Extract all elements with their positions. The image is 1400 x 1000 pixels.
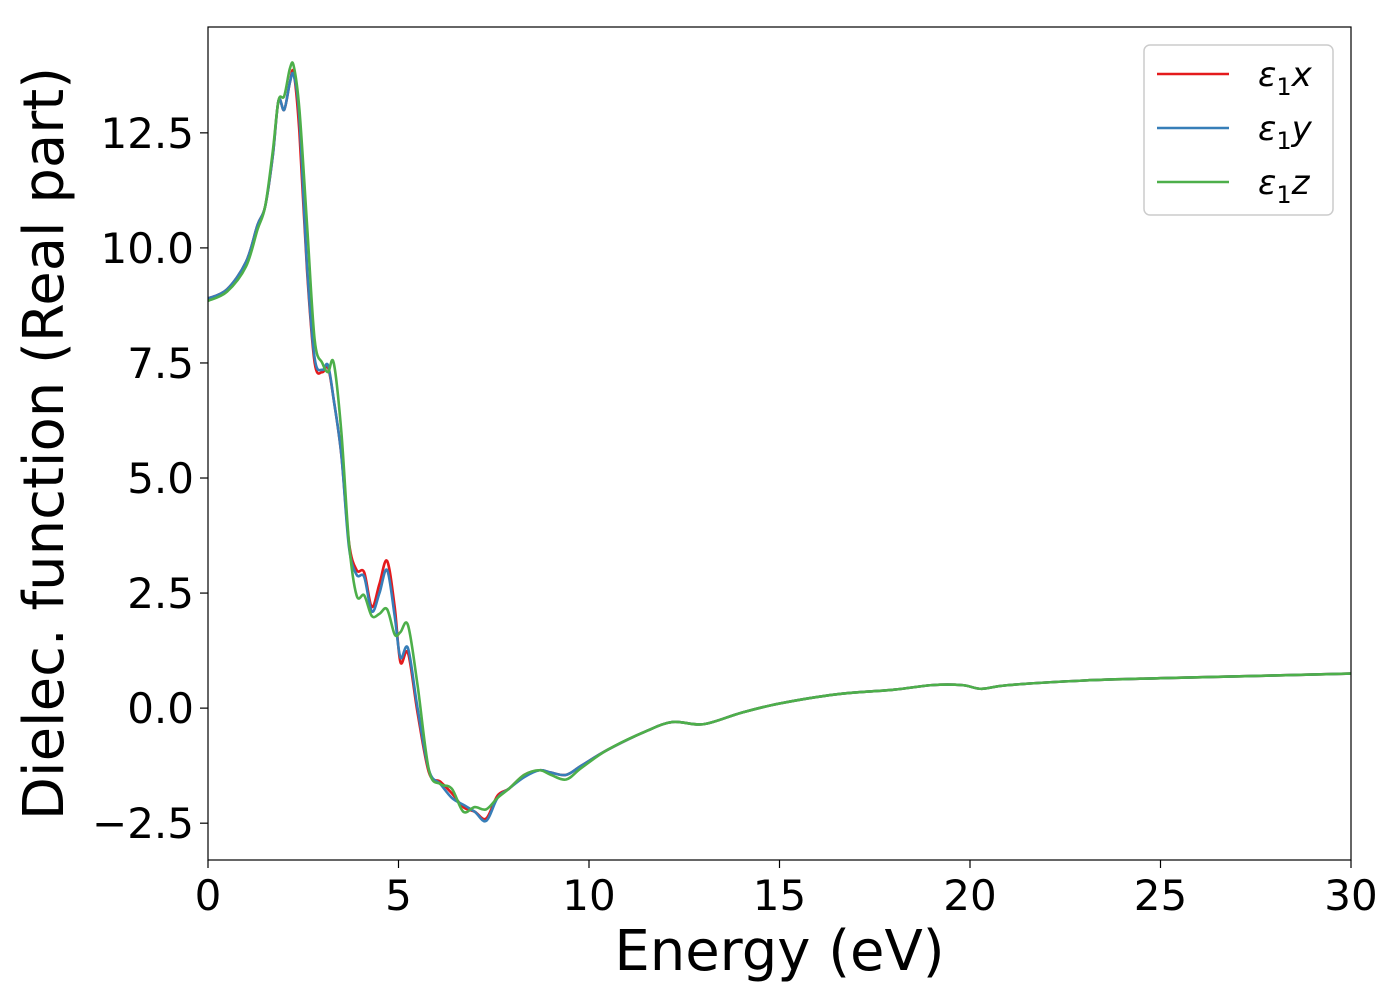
legend-variable: z: [1291, 163, 1311, 203]
x-axis: 0 5 10 15 20 25 30: [195, 860, 1378, 920]
y-tick-label: 12.5: [100, 109, 194, 158]
y-tick-label: 7.5: [127, 339, 194, 388]
y-tick-label: 2.5: [127, 569, 194, 618]
x-tick-label: 15: [753, 871, 806, 920]
legend-subscript: 1: [1276, 127, 1291, 155]
x-tick-label: 20: [943, 871, 996, 920]
legend-symbol: ε: [1258, 163, 1276, 203]
legend-label-y: ε1y: [1258, 109, 1313, 155]
y-tick-label: −2.5: [92, 799, 194, 848]
legend-label-z: ε1z: [1258, 163, 1311, 209]
x-tick-label: 25: [1134, 871, 1187, 920]
y-axis: −2.5 0.0 2.5 5.0 7.5 10.0 12.5: [92, 109, 208, 848]
legend-variable: y: [1291, 109, 1313, 149]
x-axis-label: Energy (eV): [614, 919, 944, 984]
x-tick-label: 30: [1324, 871, 1377, 920]
y-tick-label: 5.0: [127, 454, 194, 503]
legend-subscript: 1: [1276, 73, 1291, 101]
legend-subscript: 1: [1276, 181, 1291, 209]
y-axis-label: Dielec. function (Real part): [12, 67, 77, 820]
x-tick-label: 5: [385, 871, 412, 920]
legend-symbol: ε: [1258, 109, 1276, 149]
plot-lines: [207, 61, 1352, 823]
y-tick-label: 0.0: [127, 684, 194, 733]
y-tick-label: 10.0: [100, 224, 194, 273]
x-tick-label: 10: [562, 871, 615, 920]
legend-label-x: ε1x: [1258, 55, 1313, 101]
legend-variable: x: [1291, 55, 1313, 95]
legend-box: [1143, 44, 1334, 216]
x-tick-label: 0: [195, 871, 222, 920]
series-line-z: [207, 61, 1352, 814]
legend-symbol: ε: [1258, 55, 1276, 95]
